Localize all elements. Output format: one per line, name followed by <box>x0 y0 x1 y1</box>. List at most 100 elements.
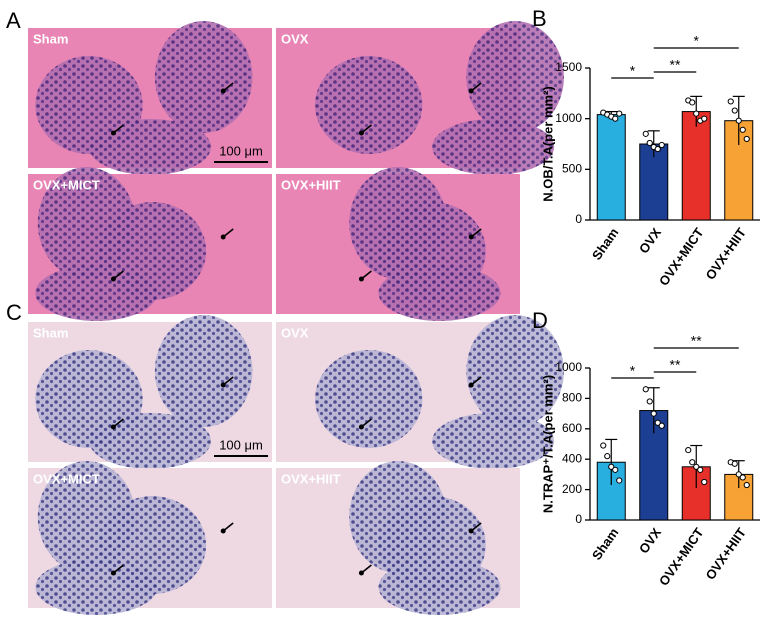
micrograph: Sham 100 μm <box>28 315 272 469</box>
data-point <box>693 463 700 470</box>
data-point <box>616 477 623 484</box>
y-tick-label: 400 <box>562 451 582 465</box>
x-tick-label: OVX+HIIT <box>703 225 750 282</box>
x-tick-label: OVX+MICT <box>656 525 707 588</box>
y-tick-label: 0 <box>575 512 582 526</box>
data-point <box>739 474 746 481</box>
significance-label: * <box>630 363 636 379</box>
y-tick-label: 0 <box>575 212 582 226</box>
data-point <box>731 107 738 114</box>
arrow-head <box>220 234 226 240</box>
panel-label: D <box>532 308 548 333</box>
arrow-head <box>110 130 116 136</box>
y-tick-label: 1000 <box>555 360 582 374</box>
x-tick-label: OVX <box>636 525 664 556</box>
arrow-head <box>220 528 226 534</box>
x-tick-label: OVX+MICT <box>656 225 707 288</box>
data-point <box>612 466 619 473</box>
arrow-head <box>110 276 116 282</box>
arrow-head <box>468 88 474 94</box>
significance-label: ** <box>670 57 681 73</box>
image-label: OVX <box>281 31 309 46</box>
data-point <box>739 126 746 133</box>
marrow <box>315 350 423 448</box>
marrow <box>432 413 555 469</box>
panel-label: A <box>6 8 21 33</box>
micrograph: OVX+MICT <box>28 461 272 615</box>
arrow-head <box>110 570 116 576</box>
y-axis-label: N.OB/T.A(per mm²) <box>540 86 555 202</box>
marrow <box>154 21 253 133</box>
arrow-head <box>468 234 474 240</box>
data-point <box>658 141 665 149</box>
marrow <box>89 119 211 175</box>
data-point <box>697 466 704 473</box>
data-point <box>701 478 708 486</box>
data-point <box>612 115 619 122</box>
data-point <box>701 115 708 122</box>
scale-bar-label: 100 μm <box>219 143 263 158</box>
panel-label: B <box>532 6 547 31</box>
marrow <box>349 167 447 279</box>
x-tick-label: OVX+HIIT <box>703 525 750 582</box>
marrow <box>37 461 136 573</box>
y-axis-label: N.TRAP⁺/T.A(per mm²) <box>540 375 555 513</box>
marrow <box>349 461 447 573</box>
data-point <box>600 442 607 449</box>
data-point <box>654 145 661 153</box>
data-point <box>685 446 692 454</box>
data-point <box>654 419 661 426</box>
data-point <box>743 481 750 489</box>
data-point <box>646 398 653 405</box>
arrow-head <box>468 528 474 534</box>
data-point <box>743 135 750 143</box>
marrow <box>37 167 136 279</box>
data-point <box>735 117 742 124</box>
data-point <box>646 139 653 147</box>
y-tick-label: 200 <box>562 482 582 496</box>
data-point <box>689 459 696 466</box>
x-tick-label: OVX <box>636 225 664 256</box>
micrographs: A Sham 100 μm OVX OVX+MICT OVX+HIIT C Sham 100 μ… <box>6 8 564 615</box>
y-tick-label: 1500 <box>555 60 582 74</box>
y-tick-label: 600 <box>562 421 582 435</box>
x-tick-label: Sham <box>589 225 622 263</box>
data-point <box>735 471 742 478</box>
bar <box>596 114 626 221</box>
arrow-head <box>468 382 474 388</box>
micrograph: Sham 100 μm <box>28 21 272 175</box>
data-point <box>650 410 657 417</box>
y-tick-label: 1000 <box>555 111 582 125</box>
marrow <box>35 265 158 321</box>
significance-label: * <box>630 63 636 79</box>
marrow <box>315 56 423 154</box>
data-point <box>689 99 696 106</box>
data-point <box>642 386 649 393</box>
data-point <box>727 98 734 105</box>
marrow <box>35 559 158 615</box>
image-label: Sham <box>33 31 68 46</box>
micrograph: OVX+MICT <box>28 167 272 321</box>
marrow <box>378 559 501 615</box>
bar <box>681 111 711 221</box>
arrow-head <box>358 570 364 576</box>
image-label: OVX+HIIT <box>281 471 341 486</box>
micrograph: OVX+HIIT <box>276 167 520 321</box>
significance-label: * <box>694 33 700 49</box>
marrow <box>466 315 564 427</box>
marrow <box>89 413 211 469</box>
arrow-head <box>358 424 364 430</box>
marrow <box>378 265 501 321</box>
arrow-head <box>358 276 364 282</box>
image-label: OVX+MICT <box>33 471 100 486</box>
data-point <box>642 130 649 137</box>
data-point <box>693 110 700 117</box>
micrograph: OVX+HIIT <box>276 461 520 615</box>
image-label: OVX <box>281 325 309 340</box>
scale-bar-label: 100 μm <box>219 437 263 452</box>
significance-label: ** <box>670 357 681 373</box>
significance-label: ** <box>691 333 702 349</box>
image-label: OVX+MICT <box>33 177 100 192</box>
data-point <box>604 453 611 460</box>
